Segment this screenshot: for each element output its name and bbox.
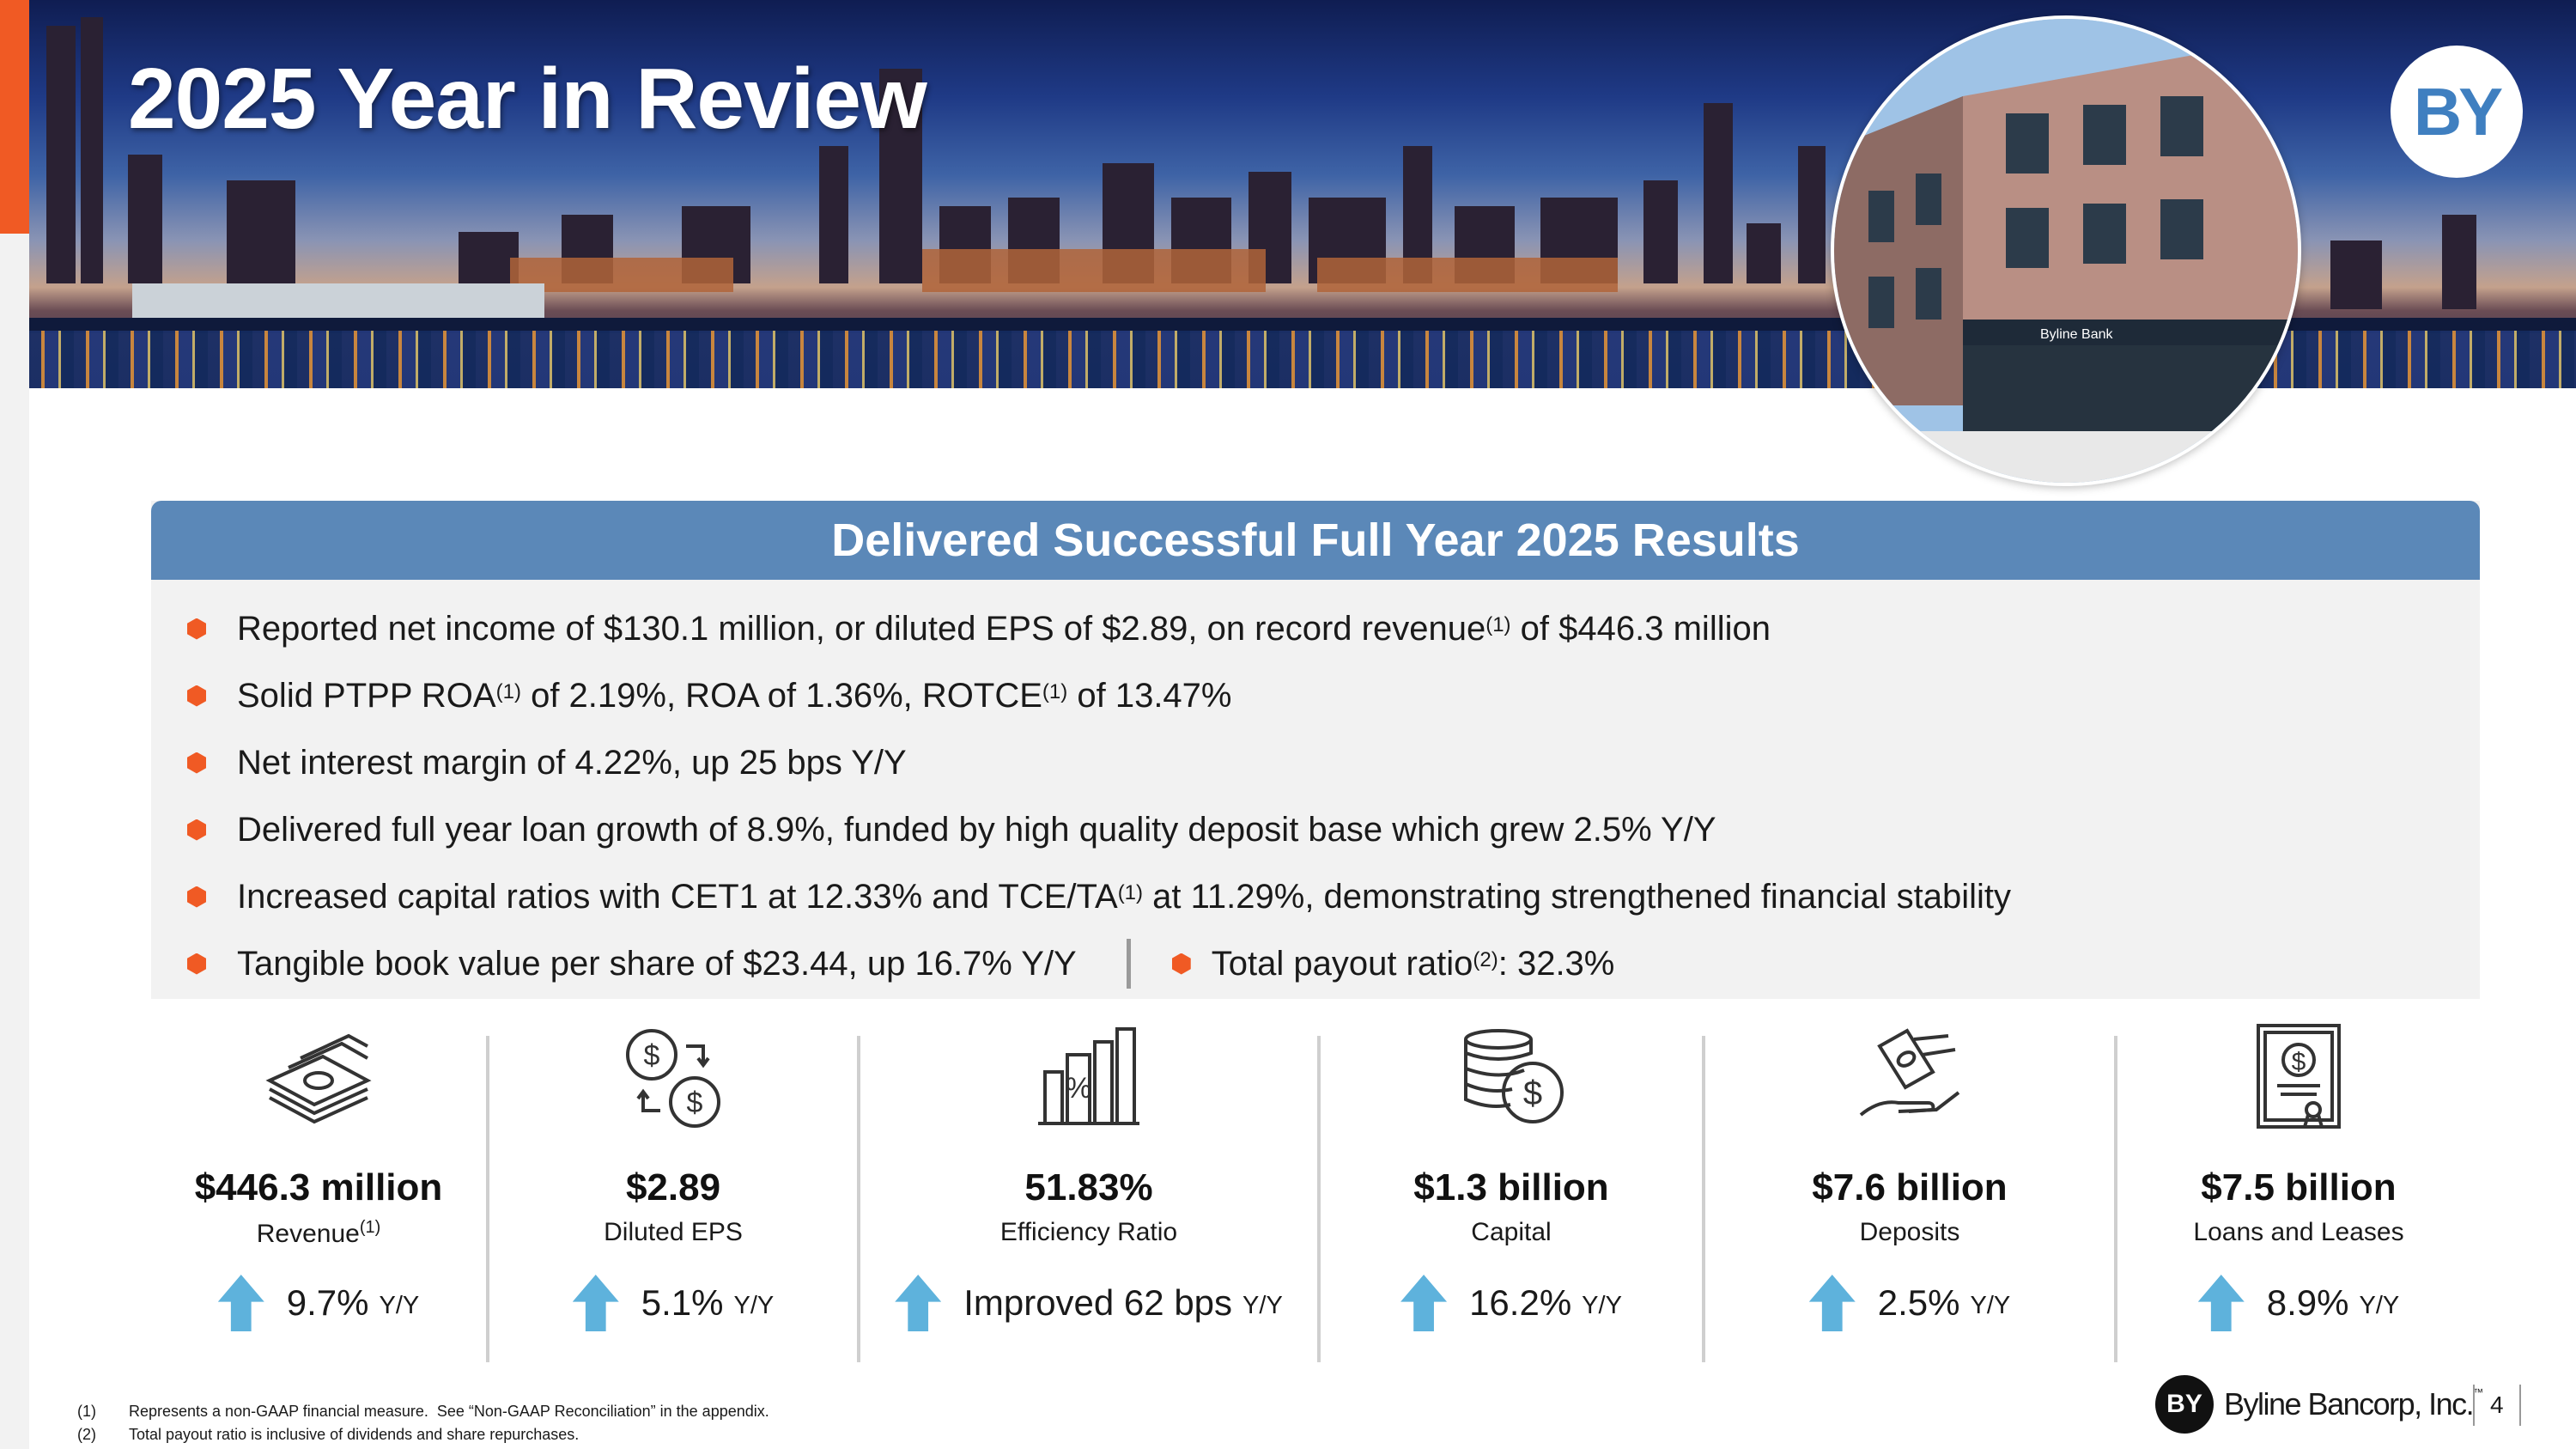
- tile-divider: [1317, 1036, 1321, 1362]
- change-indicator: 2.5% Y/Y: [1705, 1275, 2114, 1331]
- photo-sign-text: Byline Bank: [2040, 327, 2113, 342]
- change-indicator: 16.2% Y/Y: [1321, 1275, 1702, 1331]
- list-item: Tangible book value per share of $23.44,…: [187, 930, 2454, 997]
- bullet-hexagon-icon: [187, 752, 206, 774]
- up-arrow-icon: [1400, 1275, 1448, 1331]
- bullet-hexagon-icon: [187, 819, 206, 841]
- results-panel: Delivered Successful Full Year 2025 Resu…: [151, 501, 2480, 999]
- bullet-hexagon-icon: [187, 886, 206, 908]
- change-indicator: 8.9% Y/Y: [2117, 1275, 2480, 1331]
- change-indicator: Improved 62 bps Y/Y: [860, 1275, 1317, 1331]
- results-list: Reported net income of $130.1 million, o…: [187, 595, 2454, 997]
- change-indicator: 5.1% Y/Y: [489, 1275, 857, 1331]
- list-item: Net interest margin of 4.22%, up 25 bps …: [187, 729, 2454, 796]
- list-item: Reported net income of $130.1 million, o…: [187, 595, 2454, 662]
- city-skyline-image: [29, 17, 2576, 333]
- metric-revenue: $446.3 million Revenue(1) 9.7% Y/Y: [151, 1003, 486, 1373]
- metric-efficiency-ratio: % 51.83% Efficiency Ratio Improved 62 bp…: [860, 1003, 1317, 1373]
- up-arrow-icon: [895, 1275, 942, 1331]
- footnotes: (1) Represents a non-GAAP financial meas…: [77, 1400, 769, 1446]
- company-logo: BY: [2391, 46, 2523, 178]
- bullet-hexagon-icon: [187, 618, 206, 640]
- up-arrow-icon: [2197, 1275, 2245, 1331]
- metric-loans-leases: $ $7.5 billion Loans and Leases 8.9% Y/Y: [2117, 1003, 2480, 1373]
- left-strip: [0, 234, 29, 1449]
- hand-cash-icon: [1859, 1028, 1960, 1117]
- certificate-icon: $: [2257, 1024, 2341, 1129]
- up-arrow-icon: [1808, 1275, 1856, 1331]
- coin-stack-icon: $: [1464, 1029, 1564, 1123]
- key-metrics: $446.3 million Revenue(1) 9.7% Y/Y $ $ $…: [151, 1003, 2480, 1373]
- bullet-hexagon-icon: [187, 953, 206, 975]
- bullet-hexagon-icon: [187, 685, 206, 707]
- tile-divider: [486, 1036, 489, 1362]
- bank-building-photo: Byline Bank: [1831, 15, 2301, 486]
- up-arrow-icon: [217, 1275, 264, 1331]
- list-item: Increased capital ratios with CET1 at 12…: [187, 863, 2454, 930]
- percent-chart-icon: %: [1038, 1027, 1139, 1125]
- bullet-hexagon-icon: [1171, 953, 1191, 975]
- dollar-exchange-icon: $ $: [626, 1029, 720, 1128]
- svg-text:%: %: [1066, 1072, 1091, 1105]
- inline-divider: [1126, 939, 1131, 989]
- footer-company-logo: BY Byline Bancorp, Inc.™: [2155, 1374, 2483, 1434]
- results-heading: Delivered Successful Full Year 2025 Resu…: [151, 501, 2480, 580]
- footnote: (2) Total payout ratio is inclusive of d…: [77, 1426, 580, 1443]
- up-arrow-icon: [572, 1275, 619, 1331]
- list-item: Delivered full year loan growth of 8.9%,…: [187, 796, 2454, 863]
- svg-text:$: $: [644, 1039, 660, 1072]
- svg-text:$: $: [1523, 1075, 1542, 1112]
- logo-text: BY: [2413, 73, 2503, 149]
- accent-bar: [0, 0, 29, 234]
- svg-text:$: $: [2292, 1048, 2306, 1076]
- tile-divider: [857, 1036, 860, 1362]
- change-indicator: 9.7% Y/Y: [151, 1275, 486, 1331]
- logo-mark: BY: [2155, 1375, 2214, 1434]
- company-name: Byline Bancorp, Inc.™: [2224, 1386, 2483, 1422]
- page-number: 4: [2473, 1385, 2521, 1426]
- list-item: Solid PTPP ROA (1) of 2.19%, ROA of 1.36%…: [187, 662, 2454, 729]
- metric-deposits: $7.6 billion Deposits 2.5% Y/Y: [1705, 1003, 2114, 1373]
- cash-stack-icon: [265, 1033, 372, 1124]
- tile-divider: [2114, 1036, 2117, 1362]
- metric-diluted-eps: $ $ $2.89 Diluted EPS 5.1% Y/Y: [489, 1003, 857, 1373]
- tile-divider: [1702, 1036, 1705, 1362]
- metric-capital: $ $1.3 billion Capital 16.2% Y/Y: [1321, 1003, 1702, 1373]
- page-title: 2025 Year in Review: [128, 51, 927, 147]
- footnote: (1) Represents a non-GAAP financial meas…: [77, 1403, 769, 1420]
- svg-text:$: $: [687, 1087, 703, 1119]
